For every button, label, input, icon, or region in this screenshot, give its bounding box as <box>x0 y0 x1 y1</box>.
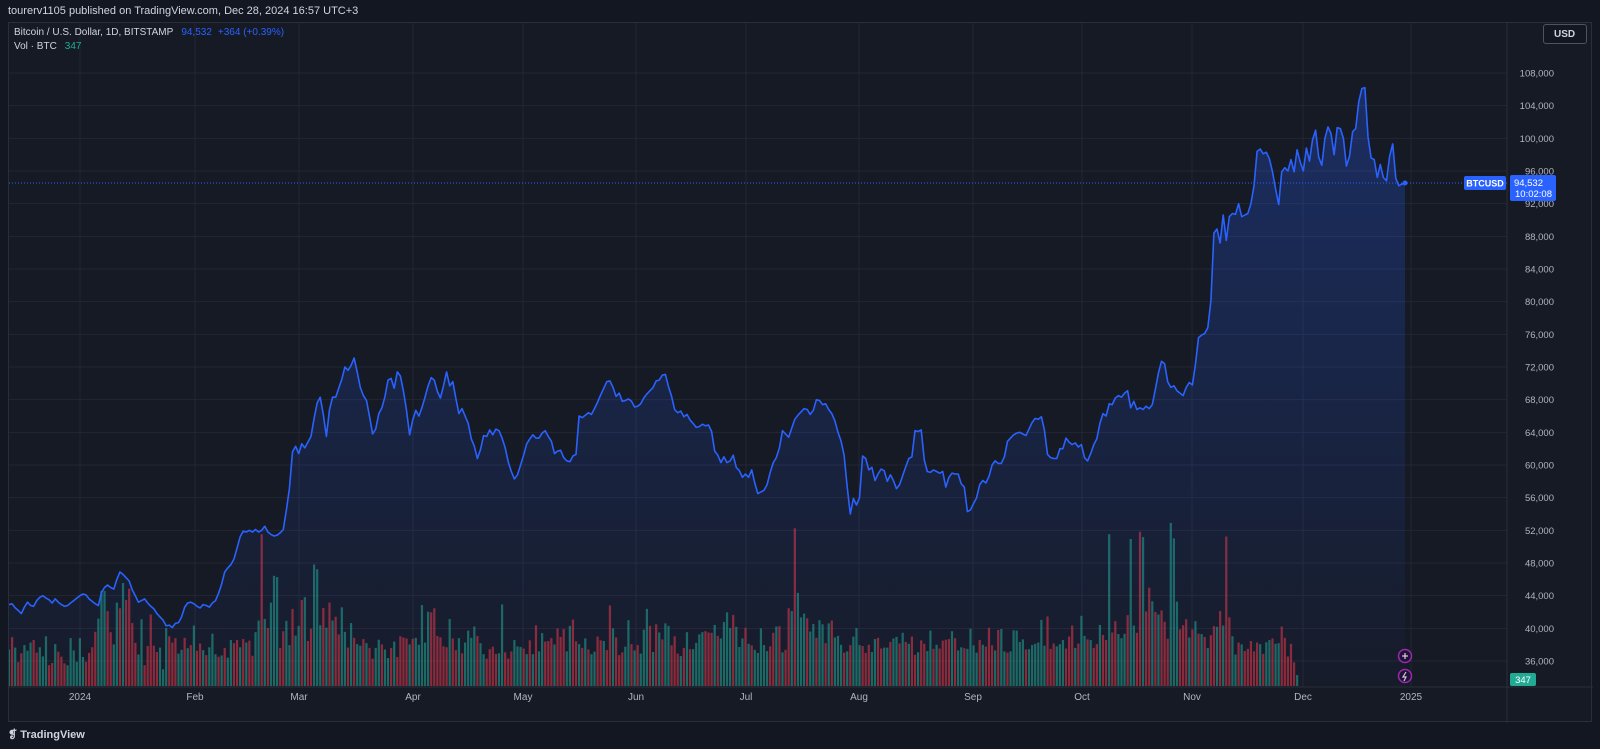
x-tick-label: Sep <box>964 692 982 703</box>
x-tick-label: Dec <box>1294 692 1312 703</box>
y-tick-label: 52,000 <box>1525 526 1554 537</box>
y-tick-label: 40,000 <box>1525 624 1554 635</box>
legend-change: +364 (+0.39%) <box>217 27 285 38</box>
footer-brand-text: TradingView <box>20 729 85 741</box>
y-tick-label: 68,000 <box>1525 395 1554 406</box>
x-tick-label: 2025 <box>1400 692 1423 703</box>
x-tick-label: Aug <box>850 692 868 703</box>
price-axis-label-price: 94,532 <box>1514 178 1543 189</box>
legend-volume-label[interactable]: Vol · BTC <box>14 41 57 52</box>
x-tick-label: Jun <box>628 692 644 703</box>
chart-legend: Bitcoin / U.S. Dollar, 1D, BITSTAMP 94,53… <box>14 26 284 54</box>
price-axis-label-countdown: 10:02:08 <box>1515 189 1552 200</box>
x-tick-label: Oct <box>1074 692 1090 703</box>
volume-axis-badge-label: 347 <box>1515 675 1531 686</box>
legend-volume-row[interactable]: Vol · BTC 347 <box>14 40 284 54</box>
y-tick-label: 64,000 <box>1525 428 1554 439</box>
chart-panel[interactable]: 36,000 40,000 44,000 48,000 52,000 56,000 60,0… <box>8 22 1593 723</box>
footer-brand[interactable]: ❡ TradingView <box>8 728 85 742</box>
y-tick-label: 48,000 <box>1525 559 1554 570</box>
y-tick-label: 92,000 <box>1525 199 1554 210</box>
y-tick-label: 36,000 <box>1525 657 1554 668</box>
x-tick-label: Nov <box>1183 692 1201 703</box>
tradingview-logo-icon: ❡ <box>8 729 18 741</box>
x-tick-label: Jul <box>740 692 753 703</box>
x-tick-label: Apr <box>405 692 421 703</box>
y-tick-label: 84,000 <box>1525 265 1554 276</box>
y-tick-label: 56,000 <box>1525 493 1554 504</box>
add-alert-icon-glyph <box>1402 653 1408 659</box>
y-tick-label: 60,000 <box>1525 461 1554 472</box>
x-tick-label: Mar <box>290 692 308 703</box>
price-line <box>9 86 1406 629</box>
x-tick-label: 2024 <box>69 692 92 703</box>
flash-icon-glyph <box>1401 671 1407 682</box>
legend-volume-value: 347 <box>64 41 82 52</box>
y-tick-label: 80,000 <box>1525 297 1554 308</box>
y-tick-label: 104,000 <box>1520 101 1554 112</box>
y-tick-label: 96,000 <box>1525 167 1554 178</box>
legend-symbol[interactable]: Bitcoin / U.S. Dollar, 1D, BITSTAMP <box>14 27 174 38</box>
legend-symbol-row[interactable]: Bitcoin / U.S. Dollar, 1D, BITSTAMP 94,53… <box>14 26 284 40</box>
x-tick-label: Feb <box>186 692 204 703</box>
ticker-tag-label: BTCUSD <box>1466 178 1504 188</box>
price-area <box>9 87 1405 687</box>
x-tick-label: May <box>514 692 533 703</box>
last-price-dot <box>1402 180 1408 186</box>
ticker-tag <box>1464 175 1506 190</box>
flash-icon[interactable] <box>1397 668 1413 684</box>
y-tick-label: 76,000 <box>1525 330 1554 341</box>
y-tick-label: 108,000 <box>1520 69 1554 80</box>
y-tick-label: 100,000 <box>1520 134 1554 145</box>
volume-axis-badge <box>1510 673 1536 686</box>
legend-price: 94,532 <box>181 27 212 38</box>
y-tick-label: 44,000 <box>1525 591 1554 602</box>
price-chart[interactable]: 36,000 40,000 44,000 48,000 52,000 56,000 60,0… <box>9 23 1593 723</box>
y-tick-label: 88,000 <box>1525 232 1554 243</box>
published-header: tourerv1105 published on TradingView.com… <box>0 0 1600 22</box>
y-tick-label: 72,000 <box>1525 363 1554 374</box>
price-axis-label <box>1510 174 1556 201</box>
currency-button[interactable]: USD <box>1543 24 1587 44</box>
